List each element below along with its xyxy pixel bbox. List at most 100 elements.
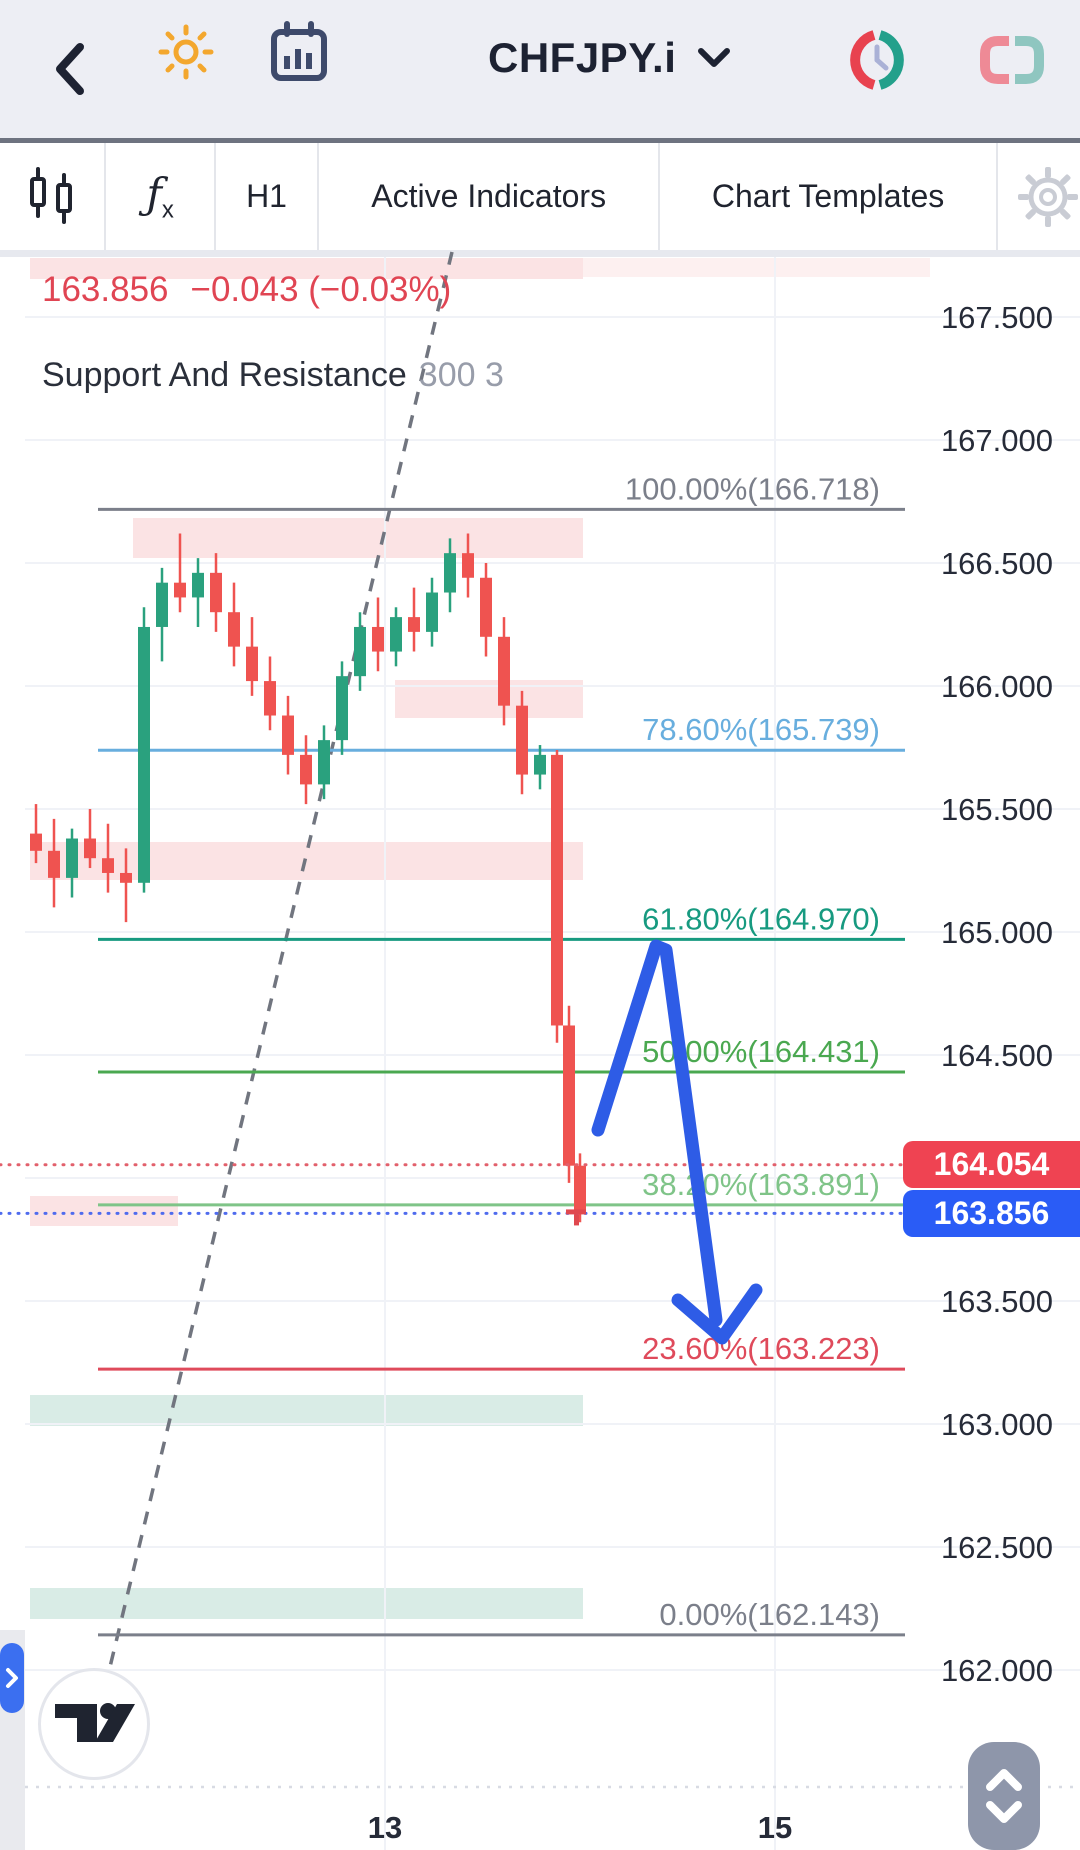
chevron-down-icon[interactable] [984,1799,1024,1825]
candle-body [336,676,348,741]
candle-body [390,617,402,652]
price-axis-label: 165.000 [941,915,1053,950]
time-axis-label: 15 [758,1810,792,1845]
ask-badge: 164.054 [903,1141,1080,1188]
candle-body [516,705,528,775]
price-axis-label: 164.500 [941,1038,1053,1073]
symbol-title: CHFJPY.i [488,34,677,81]
chart-type-button[interactable] [0,143,107,250]
candle-body [462,553,474,578]
support-zone [30,1588,583,1619]
candle-body [228,612,240,647]
fib-label: 23.60%(163.223) [642,1331,880,1366]
timeframe-label: H1 [246,178,287,214]
timeframe-button[interactable]: H1 [216,143,320,250]
drawing-panel-tab[interactable] [0,1643,24,1713]
tradingview-logo [38,1668,150,1780]
bid-badge: 163.856 [903,1190,1080,1237]
candle-body [300,754,312,785]
candle-body [138,626,150,883]
resistance-zone [30,258,583,279]
trade-arrow-head[interactable] [671,1283,763,1345]
support-zone [30,1395,583,1426]
candle-body [574,1165,586,1213]
fib-label: 61.80%(164.970) [642,901,880,936]
candle-body [246,646,258,682]
chart-templates-label: Chart Templates [711,178,945,214]
chevron-right-icon [6,1668,18,1688]
chart-settings-button[interactable] [998,143,1080,250]
candle-body [156,582,168,627]
chart-templates-button[interactable]: Chart Templates [660,143,999,250]
calendar-events-icon[interactable] [268,20,330,84]
trading-sessions-clock-icon[interactable] [845,28,909,92]
price-chart[interactable]: 100.00%(166.718) 78.60%(165.739) 61.80%(16… [0,250,1080,1850]
top-app-bar: CHFJPY.i [0,0,1080,138]
last-price-marker [574,1214,579,1226]
fx-icon: ƒx [146,168,174,224]
candle-body [551,754,563,1026]
resistance-zone [583,258,930,277]
brightness-sun-icon[interactable] [156,22,216,82]
price-axis-label: 163.500 [941,1284,1053,1319]
active-indicators-button[interactable]: Active Indicators [319,143,661,250]
candle-body [210,572,222,613]
candle-body [282,715,294,755]
candle-body [66,838,78,878]
candle-body [498,636,510,706]
candle-body [534,754,546,775]
indicator-legend[interactable]: Support And Resistance 300 3 [42,356,504,395]
candle-body [318,740,330,785]
price-axis-label: 162.500 [941,1530,1053,1565]
indicator-name: Support And Resistance [42,356,407,394]
price-axis-label: 165.500 [941,792,1053,827]
toolbar-divider [0,138,1080,143]
candle-body [102,858,114,873]
candle-body [408,617,420,632]
candle-body [480,577,492,637]
back-icon[interactable] [48,39,92,99]
trade-arrow-annotation[interactable] [591,939,723,1327]
candle-body [426,592,438,632]
fib-label: 78.60%(165.739) [642,712,880,747]
chart-toolbar: ƒx H1 Active Indicators Chart Templates [0,143,1080,250]
candle-body [354,626,366,677]
symbol-selector[interactable]: CHFJPY.i [488,34,732,82]
chart-top-strip [0,250,1080,257]
symbol-info-line: 163.856 −0.043 (−0.03%) [42,270,451,310]
price-change-text: −0.043 (−0.03%) [190,270,452,309]
resistance-zone [30,1196,178,1226]
candle-body [120,872,132,883]
resistance-zone [133,518,583,558]
indicators-fx-button[interactable]: ƒx [106,143,216,250]
chevron-up-icon[interactable] [984,1767,1024,1793]
price-axis-label: 166.000 [941,669,1053,704]
candlestick-icon [30,166,73,224]
candle-body [264,681,276,716]
fib-label: 0.00%(162.143) [659,1597,880,1632]
fib-label: 100.00%(166.718) [625,471,880,506]
candle-body [372,626,384,652]
candle-body [563,1025,575,1166]
chart-scroll-widget [968,1742,1040,1850]
candle-body [30,833,42,851]
tradingview-glyph-icon [55,1703,135,1742]
candle-body [444,553,456,593]
candle-body [84,838,96,859]
active-indicators-label: Active Indicators [371,178,607,214]
price-axis-label: 163.000 [941,1407,1053,1442]
price-axis-label: 162.000 [941,1653,1053,1688]
candle-body [48,850,60,878]
price-axis-label: 167.500 [941,300,1053,335]
gear-icon [1018,166,1079,227]
indicator-params: 300 3 [418,356,504,394]
dashed-trendline [100,251,454,1701]
candle-body [174,582,186,598]
last-price-marker [566,1209,586,1215]
candle-body [192,572,204,598]
last-price-text: 163.856 [42,270,169,309]
price-axis-label: 167.000 [941,423,1053,458]
split-brackets-icon[interactable] [980,36,1044,84]
chevron-down-icon [698,48,731,67]
